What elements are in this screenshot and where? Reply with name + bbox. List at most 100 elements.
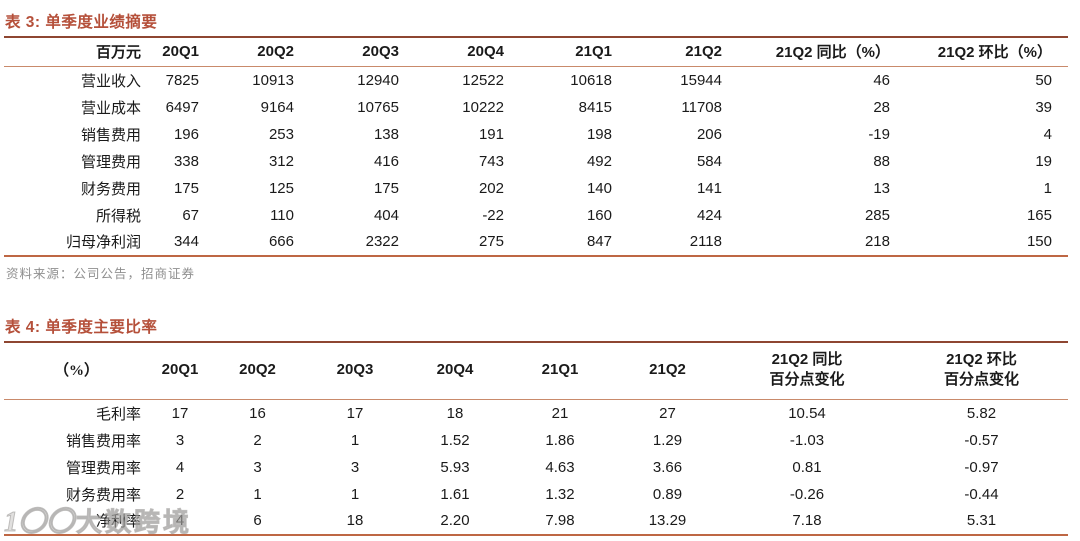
- table-row: 净利率 4 6 18 2.20 7.98 13.29 7.18 5.31: [4, 507, 1068, 536]
- table-row: 营业成本 6497 9164 10765 10222 8415 11708 28…: [4, 94, 1068, 121]
- cell: 28: [873, 98, 890, 116]
- cell: 1: [253, 485, 262, 503]
- cell: 404: [373, 206, 399, 224]
- cell: -0.97: [964, 458, 999, 476]
- cell: 10618: [570, 71, 612, 89]
- row-label: 净利率: [4, 507, 149, 536]
- cell: 743: [478, 152, 504, 170]
- cell: 141: [696, 179, 722, 197]
- column-header-20q4: 20Q4: [406, 342, 504, 400]
- cell: 150: [900, 228, 1068, 257]
- cell: 10222: [462, 98, 504, 116]
- cell: 5.93: [440, 458, 470, 476]
- row-label: 归母净利润: [4, 228, 149, 257]
- cell: 18: [446, 404, 464, 422]
- cell: 492: [586, 152, 612, 170]
- column-header-yoy: 21Q2 同比（%）: [732, 38, 900, 67]
- table4-title: 表 4: 单季度主要比率: [4, 315, 1068, 343]
- cell: 1.52: [440, 431, 470, 449]
- cell: 196: [173, 125, 199, 143]
- cell: 7.98: [504, 507, 616, 536]
- cell: 666: [209, 228, 304, 257]
- cell: 3.66: [652, 458, 683, 476]
- cell: -22: [482, 206, 504, 224]
- cell: 39: [1035, 98, 1052, 116]
- cell: 140: [586, 179, 612, 197]
- cell: 6497: [165, 98, 199, 116]
- cell: -1.03: [789, 431, 825, 449]
- row-label: 管理费用: [80, 154, 141, 171]
- column-header-yoy-pp-line1: 21Q2 同比: [771, 350, 843, 368]
- cell: 2322: [304, 228, 409, 257]
- cell: 165: [1026, 206, 1052, 224]
- cell: 8415: [578, 98, 612, 116]
- cell: 198: [586, 125, 612, 143]
- column-header-21q1: 21Q1: [504, 342, 616, 400]
- cell: 2118: [622, 228, 732, 257]
- cell: 50: [1035, 71, 1052, 89]
- cell: 12940: [357, 71, 399, 89]
- column-header-20q2: 20Q2: [211, 342, 304, 400]
- row-label: 销售费用率: [65, 433, 141, 450]
- column-header-20q3: 20Q3: [304, 342, 406, 400]
- table-row: 管理费用 338 312 416 743 492 584 88 19: [4, 148, 1068, 175]
- cell: 191: [478, 125, 504, 143]
- table3-title: 表 3: 单季度业绩摘要: [4, 10, 1068, 38]
- cell: 16: [249, 404, 266, 422]
- row-label: 营业收入: [80, 73, 141, 90]
- cell: 9164: [260, 98, 294, 116]
- cell: 3: [175, 431, 185, 449]
- cell: 218: [732, 228, 900, 257]
- cell: 12522: [462, 71, 504, 89]
- row-label: 财务费用率: [65, 487, 141, 504]
- cell: 175: [373, 179, 399, 197]
- cell: 138: [373, 125, 399, 143]
- cell: 2.20: [406, 507, 504, 536]
- cell: 1.32: [545, 485, 575, 503]
- column-header-20q1: 20Q1: [149, 38, 209, 67]
- table-row: 财务费用 175 125 175 202 140 141 13 1: [4, 175, 1068, 202]
- cell: -0.26: [789, 485, 825, 503]
- cell: 275: [409, 228, 514, 257]
- cell: 1: [350, 485, 360, 503]
- table-row: 营业收入 7825 10913 12940 12522 10618 15944 …: [4, 67, 1068, 94]
- cell: 1.86: [545, 431, 575, 449]
- cell: 6: [211, 507, 304, 536]
- cell: 285: [864, 206, 890, 224]
- table3-source: 资料来源：公司公告，招商证券: [6, 266, 196, 281]
- cell: 338: [173, 152, 199, 170]
- cell: 847: [514, 228, 622, 257]
- table-row: 销售费用率 3 2 1 1.52 1.86 1.29 -1.03 -0.57: [4, 427, 1068, 454]
- column-header-20q4: 20Q4: [409, 38, 514, 67]
- table4: （%） 20Q1 20Q2 20Q3 20Q4 21Q1 21Q2 21Q2 同…: [4, 342, 1068, 536]
- table-row: 所得税 67 110 404 -22 160 424 285 165: [4, 202, 1068, 229]
- row-label: 管理费用率: [65, 460, 141, 477]
- cell: 3: [350, 458, 360, 476]
- cell: 67: [182, 206, 199, 224]
- cell: 3: [253, 458, 262, 476]
- cell: 13: [873, 179, 890, 197]
- cell: 2: [253, 431, 262, 449]
- cell: 1.29: [652, 431, 683, 449]
- cell: 21: [551, 404, 569, 422]
- table-row: 财务费用率 2 1 1 1.61 1.32 0.89 -0.26 -0.44: [4, 481, 1068, 508]
- cell: 312: [268, 152, 294, 170]
- table-row: 管理费用率 4 3 3 5.93 4.63 3.66 0.81 -0.97: [4, 454, 1068, 481]
- cell: 11708: [681, 98, 722, 116]
- column-header-percent: （%）: [4, 342, 149, 400]
- table4-section: 表 4: 单季度主要比率 （%） 20Q1 20Q2 20Q3 20Q4 21Q…: [4, 315, 1080, 541]
- cell: 46: [873, 71, 890, 89]
- cell: -19: [868, 125, 890, 143]
- cell: 2: [175, 485, 185, 503]
- column-header-qoq-pp-line2: 百分点变化: [943, 370, 1019, 388]
- cell: 160: [586, 206, 612, 224]
- column-header-qoq-pp: 21Q2 环比 百分点变化: [895, 342, 1068, 400]
- cell: 17: [171, 404, 189, 422]
- column-header-yoy-pp-line2: 百分点变化: [769, 370, 845, 388]
- table-row: 销售费用 196 253 138 191 198 206 -19 4: [4, 121, 1068, 148]
- cell: 5.31: [895, 507, 1068, 536]
- cell: 7.18: [719, 507, 895, 536]
- row-label: 销售费用: [80, 127, 141, 144]
- cell: 4: [1043, 125, 1052, 143]
